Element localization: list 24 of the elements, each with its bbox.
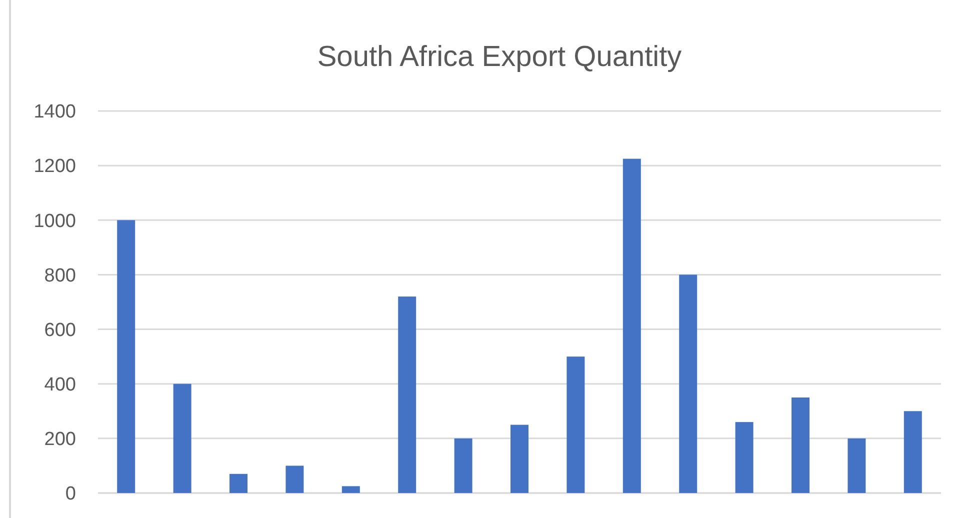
y-tick-label: 1200	[34, 156, 76, 178]
bar	[286, 466, 304, 493]
bar	[510, 424, 528, 493]
bar	[117, 220, 136, 493]
chart-title: South Africa Export Quantity	[317, 41, 682, 73]
bar	[622, 158, 641, 493]
bar	[454, 438, 472, 493]
bar	[735, 422, 754, 493]
y-tick-label: 1000	[34, 210, 76, 232]
y-tick-label: 200	[44, 429, 76, 450]
bar	[230, 474, 248, 493]
bar	[848, 438, 866, 493]
bar	[792, 398, 810, 493]
bar	[173, 384, 192, 493]
bar	[679, 274, 698, 493]
bar	[566, 356, 585, 493]
bar	[904, 411, 922, 493]
y-tick-label: 1400	[34, 102, 76, 123]
y-tick-label: 0	[65, 484, 76, 505]
y-tick-label: 400	[44, 374, 76, 396]
bar	[398, 296, 416, 493]
y-tick-label: 800	[44, 265, 76, 286]
y-tick-label: 600	[44, 320, 76, 341]
bar	[342, 486, 360, 493]
